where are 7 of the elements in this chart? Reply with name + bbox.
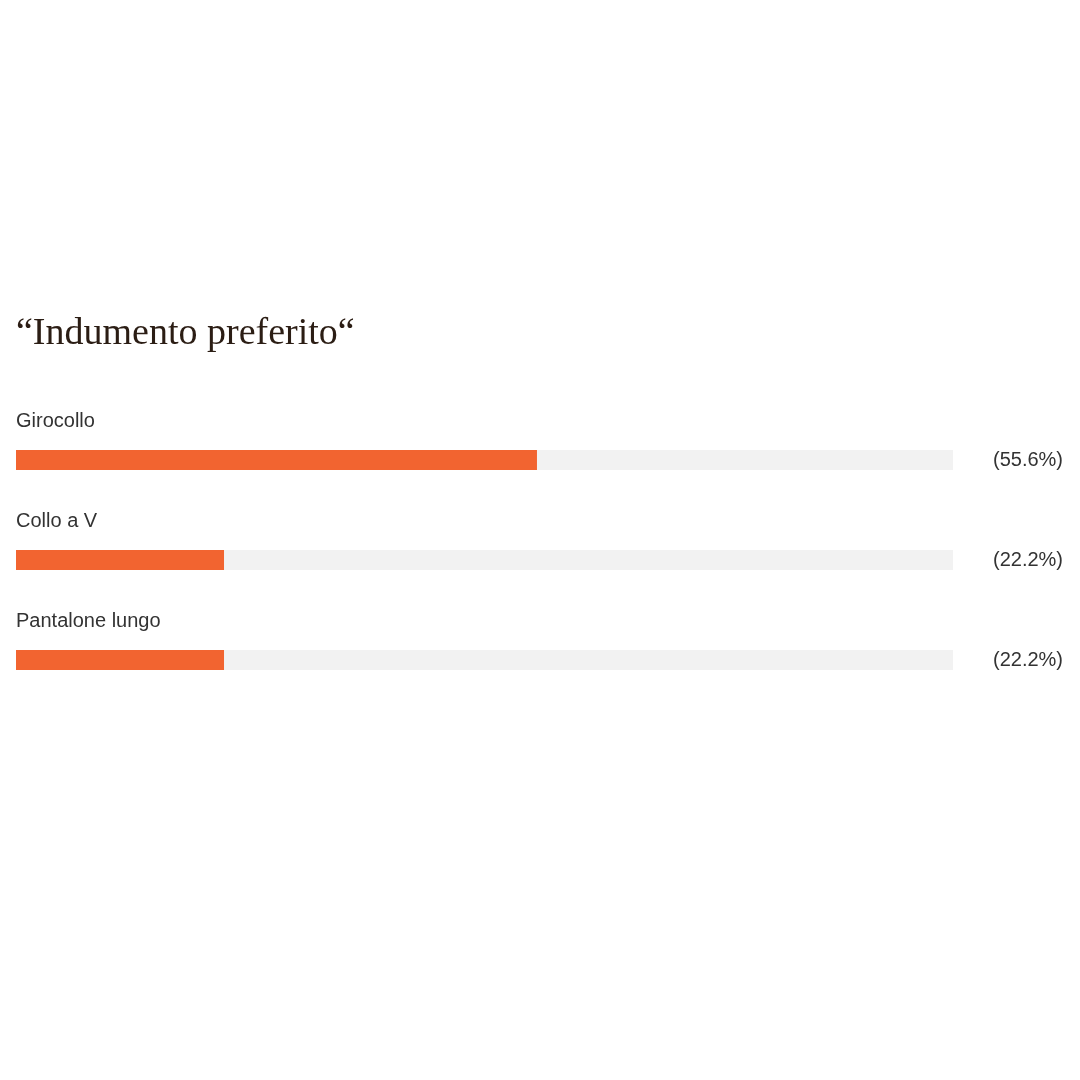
chart-title: “Indumento preferito“ <box>16 310 355 352</box>
data-label: (22.2%) <box>992 548 1063 570</box>
data-label: (22.2%) <box>992 648 1063 670</box>
y-tick-label: Collo a V <box>16 509 98 531</box>
y-tick-label: Girocollo <box>16 409 95 431</box>
y-tick-label: Pantalone lungo <box>16 609 161 631</box>
data-label: (55.6%) <box>992 448 1063 470</box>
